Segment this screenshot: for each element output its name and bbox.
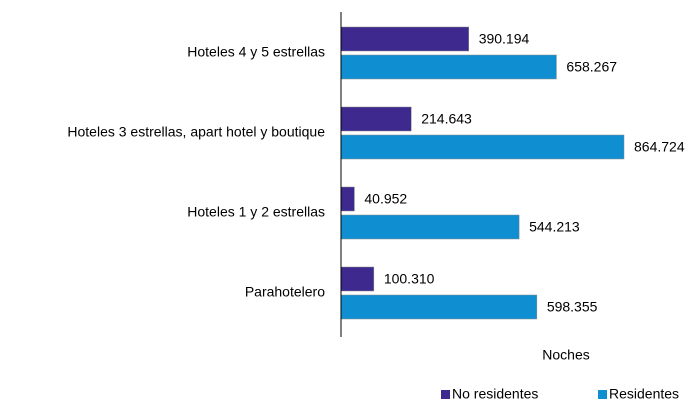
data-label: 40.952 (364, 191, 407, 207)
data-label: 598.355 (547, 299, 598, 315)
bar (340, 26, 469, 52)
x-axis-label: Noches (542, 347, 589, 363)
bar (340, 294, 538, 320)
legend-swatch (441, 390, 450, 399)
bar (340, 214, 520, 240)
bar (340, 266, 375, 292)
data-label: 864.724 (634, 139, 685, 155)
bar (340, 54, 557, 80)
legend-label: No residentes (452, 386, 538, 401)
data-label: 658.267 (566, 59, 617, 75)
y-tick-label: Hoteles 4 y 5 estrellas (187, 44, 325, 60)
data-label: 390.194 (479, 31, 530, 47)
bar (340, 106, 412, 132)
legend-label: Residentes (609, 386, 679, 401)
data-label: 214.643 (421, 111, 472, 127)
data-label: 100.310 (384, 271, 435, 287)
y-tick-label: Parahotelero (245, 284, 325, 300)
bar (340, 134, 625, 160)
data-label: 544.213 (529, 219, 580, 235)
y-tick-label: Hoteles 1 y 2 estrellas (187, 204, 325, 220)
y-tick-label: Hoteles 3 estrellas, apart hotel y bouti… (67, 124, 325, 140)
legend-swatch (598, 390, 607, 399)
bar (340, 186, 355, 212)
